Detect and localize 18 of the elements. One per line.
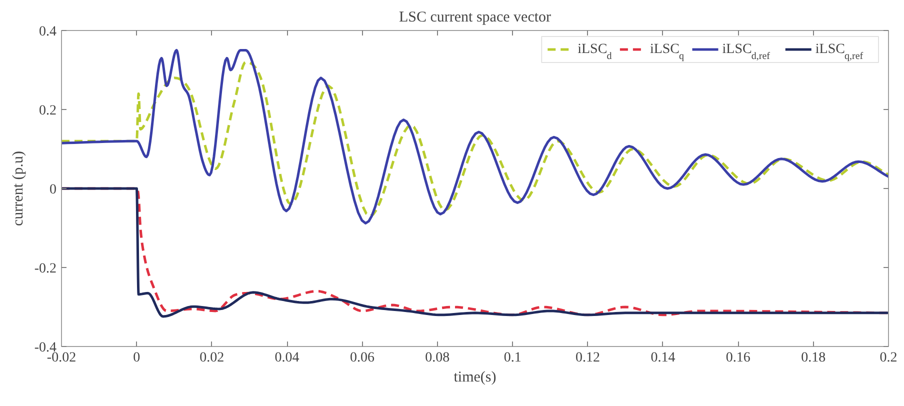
x-axis-title: time(s): [454, 370, 496, 386]
x-tick-label: 0.06: [350, 350, 374, 366]
chart-title: LSC current space vector: [398, 10, 552, 26]
y-axis-title: current (p.u): [10, 151, 26, 226]
x-tick-label: 0.2: [880, 350, 898, 366]
x-tick-label: 0.14: [650, 350, 676, 366]
y-tick-label: -0.2: [34, 262, 57, 276]
x-tick-label: 0.12: [576, 350, 600, 366]
x-tick-label: 0.04: [274, 350, 300, 366]
x-tick-label: 0.1: [504, 350, 522, 366]
x-tick-label: 0: [133, 350, 140, 366]
x-tick-label: 0.08: [425, 350, 450, 366]
x-tick-label: 0.16: [726, 350, 750, 366]
y-tick-label: 0.2: [39, 104, 56, 118]
y-tick-label: 0.4: [39, 24, 56, 40]
x-tick-label: 0.02: [200, 350, 224, 366]
y-tick-label: 0: [50, 182, 56, 198]
x-tick-label: 0.18: [801, 350, 826, 366]
